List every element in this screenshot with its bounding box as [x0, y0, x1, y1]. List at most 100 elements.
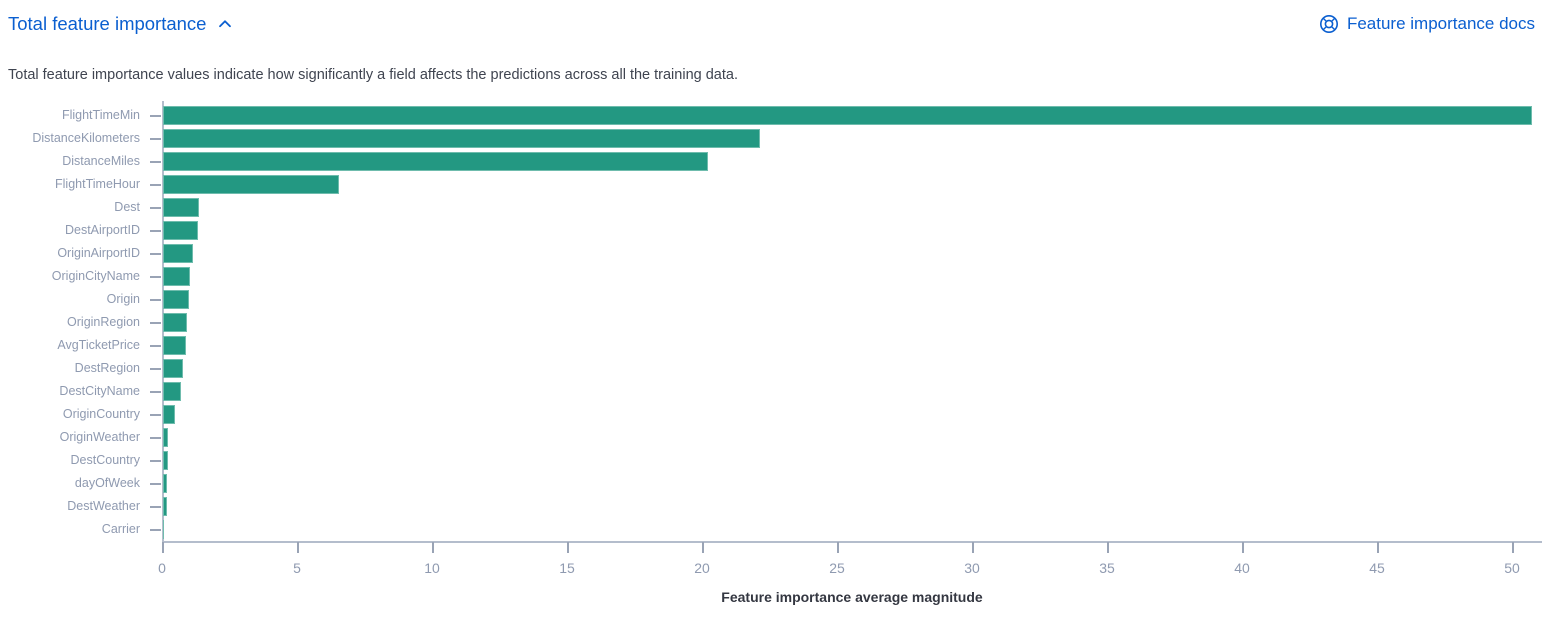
y-tick-mark [150, 276, 161, 278]
x-tick-mark [1242, 542, 1244, 553]
panel-title: Total feature importance [8, 13, 207, 34]
y-tick-mark [150, 184, 161, 186]
y-tick-mark [150, 161, 161, 163]
chart-row: OriginCityName [0, 265, 1542, 288]
y-axis-label: DestWeather [67, 499, 140, 513]
chart-row: DestCityName [0, 380, 1542, 403]
chart-row: Dest [0, 196, 1542, 219]
x-axis-line [162, 541, 1542, 543]
chevron-up-icon [217, 16, 233, 32]
x-tick-mark [567, 542, 569, 553]
chart-row: OriginAirportID [0, 242, 1542, 265]
y-tick-mark [150, 529, 161, 531]
chart-row: DistanceMiles [0, 150, 1542, 173]
y-tick-mark [150, 299, 161, 301]
chart-row: FlightTimeHour [0, 173, 1542, 196]
y-axis-label: DestRegion [74, 361, 140, 375]
help-lifebuoy-icon [1319, 14, 1339, 34]
y-axis-line [162, 101, 164, 553]
y-tick-mark [150, 230, 161, 232]
bar-OriginRegion[interactable] [163, 313, 188, 332]
chart-row: Origin [0, 288, 1542, 311]
x-axis-title: Feature importance average magnitude [721, 589, 983, 605]
y-tick-mark [150, 391, 161, 393]
y-axis-label: OriginCityName [51, 269, 140, 283]
y-tick-mark [150, 138, 161, 140]
x-tick-label: 40 [1234, 560, 1250, 576]
x-tick-mark [1512, 542, 1514, 553]
x-tick-label: 50 [1504, 560, 1520, 576]
y-axis-label: AvgTicketPrice [57, 338, 140, 352]
y-tick-mark [150, 345, 161, 347]
bar-DestAirportID[interactable] [163, 221, 199, 240]
x-tick-mark [1377, 542, 1379, 553]
y-axis-label: DistanceMiles [62, 154, 140, 168]
x-tick-label: 30 [964, 560, 980, 576]
bar-OriginCityName[interactable] [163, 267, 190, 286]
y-axis-label: Carrier [101, 522, 140, 536]
x-tick-label: 0 [158, 560, 166, 576]
x-tick-label: 5 [293, 560, 301, 576]
y-axis-label: Dest [114, 200, 140, 214]
x-tick-mark [702, 542, 704, 553]
bar-DestRegion[interactable] [163, 359, 184, 378]
chart-row: OriginWeather [0, 426, 1542, 449]
bar-DestCityName[interactable] [163, 382, 181, 401]
y-tick-mark [150, 253, 161, 255]
chart-row: AvgTicketPrice [0, 334, 1542, 357]
chart-row: DestWeather [0, 495, 1542, 518]
x-tick-label: 20 [694, 560, 710, 576]
y-axis-label: OriginCountry [62, 407, 140, 421]
total-feature-importance-toggle[interactable]: Total feature importance [8, 13, 233, 35]
y-axis-label: OriginRegion [67, 315, 140, 329]
bar-FlightTimeHour[interactable] [163, 175, 339, 194]
panel-description: Total feature importance values indicate… [8, 66, 738, 83]
y-tick-mark [150, 437, 161, 439]
y-axis-label: FlightTimeHour [55, 177, 140, 191]
chart-row: DistanceKilometers [0, 127, 1542, 150]
bar-dayOfWeek[interactable] [163, 474, 168, 493]
y-tick-mark [150, 414, 161, 416]
x-tick-label: 25 [829, 560, 845, 576]
docs-link-label: Feature importance docs [1346, 14, 1535, 33]
bar-Dest[interactable] [163, 198, 200, 217]
bar-AvgTicketPrice[interactable] [163, 336, 186, 355]
chart-row: DestCountry [0, 449, 1542, 472]
bar-DistanceKilometers[interactable] [163, 129, 760, 148]
y-tick-mark [150, 506, 161, 508]
y-axis-label: FlightTimeMin [61, 108, 140, 122]
y-axis-label: Origin [106, 292, 140, 306]
bar-OriginWeather[interactable] [163, 428, 169, 447]
bar-DistanceMiles[interactable] [163, 152, 709, 171]
x-tick-mark [837, 542, 839, 553]
y-axis-label: DestCountry [70, 453, 140, 467]
x-tick-mark [972, 542, 974, 553]
chart-row: OriginCountry [0, 403, 1542, 426]
y-tick-mark [150, 460, 161, 462]
y-tick-mark [150, 207, 161, 209]
x-tick-label: 10 [424, 560, 440, 576]
y-axis-label: OriginAirportID [57, 246, 140, 260]
feature-importance-docs-link[interactable]: Feature importance docs [1319, 14, 1535, 34]
y-axis-label: dayOfWeek [74, 476, 140, 490]
x-tick-mark [1107, 542, 1109, 553]
bar-Origin[interactable] [163, 290, 189, 309]
y-axis-label: DistanceKilometers [32, 131, 140, 145]
y-tick-mark [150, 483, 161, 485]
x-tick-label: 45 [1369, 560, 1385, 576]
bar-DestCountry[interactable] [163, 451, 168, 470]
bar-DestWeather[interactable] [163, 497, 167, 516]
bar-OriginCountry[interactable] [163, 405, 175, 424]
bar-OriginAirportID[interactable] [163, 244, 193, 263]
bar-FlightTimeMin[interactable] [163, 106, 1532, 125]
chart-row: DestRegion [0, 357, 1542, 380]
y-axis-label: DestCityName [59, 384, 140, 398]
y-axis-label: OriginWeather [59, 430, 140, 444]
y-axis-label: DestAirportID [64, 223, 140, 237]
x-tick-mark [432, 542, 434, 553]
chart-row: FlightTimeMin [0, 104, 1542, 127]
bar-Carrier[interactable] [163, 520, 165, 539]
chart-row: OriginRegion [0, 311, 1542, 334]
chart-row: Carrier [0, 518, 1542, 541]
